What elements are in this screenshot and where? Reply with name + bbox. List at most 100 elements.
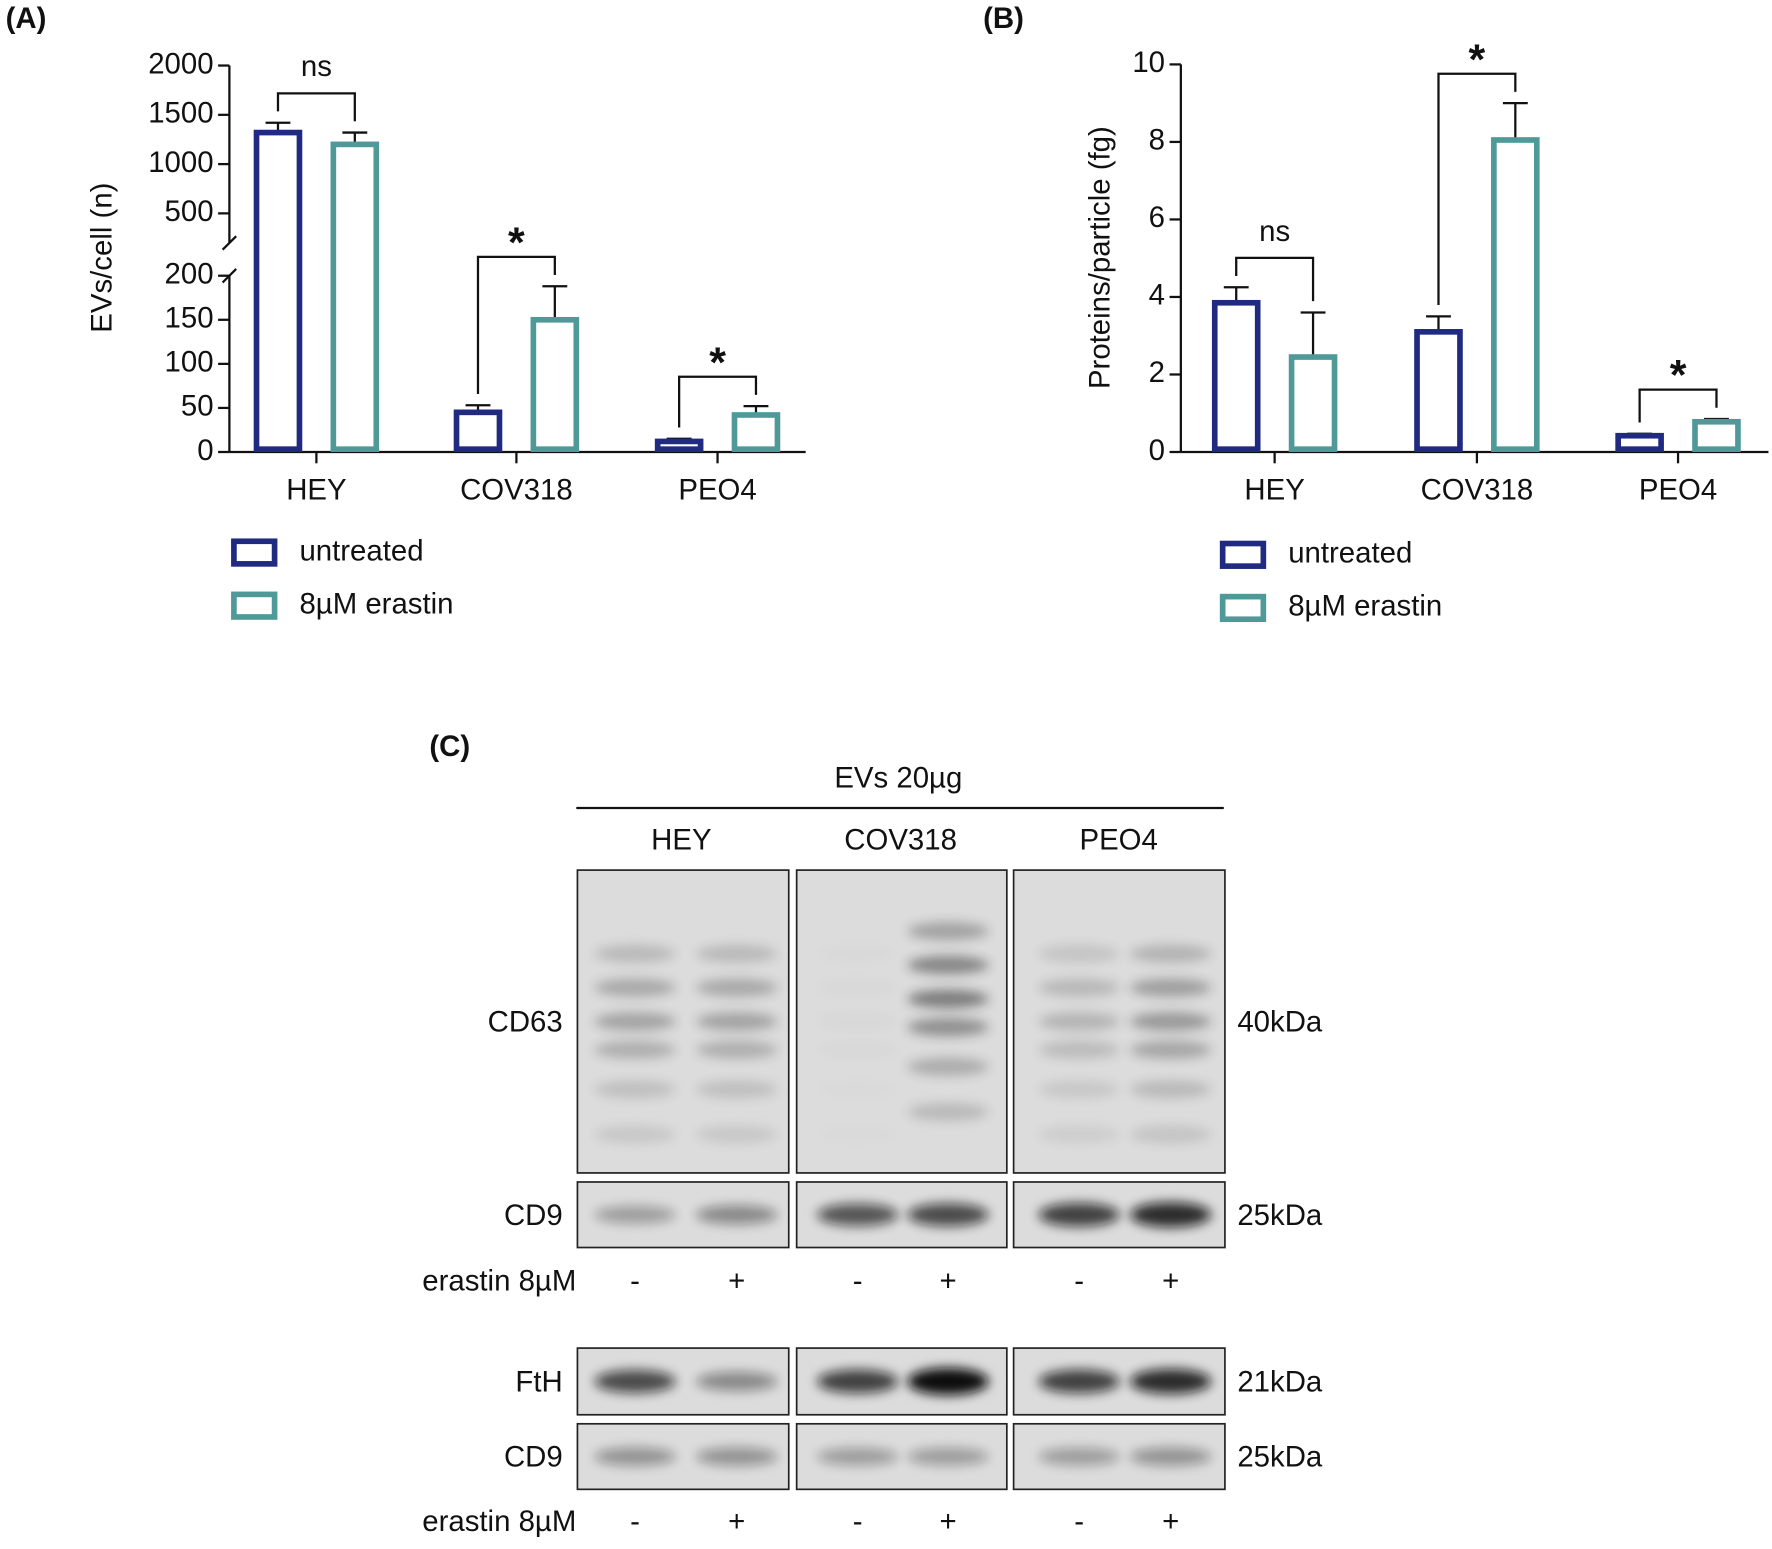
y-tick-label: 4 (1149, 279, 1165, 312)
legend-swatch (1219, 593, 1267, 623)
blot-band (594, 1447, 676, 1466)
bar (1288, 354, 1338, 452)
panel-label: (A) (6, 2, 47, 35)
column-label: COV318 (844, 824, 957, 857)
size-label: 40kDa (1237, 1006, 1323, 1039)
blot-band (817, 945, 898, 963)
blot-band (696, 1125, 778, 1144)
bar (654, 438, 704, 453)
blot-band (1130, 944, 1212, 963)
bar (1491, 137, 1540, 452)
bar (530, 316, 580, 452)
lane-sign: - (853, 1264, 863, 1297)
blot-band (1130, 1125, 1212, 1144)
blot-band (1038, 1447, 1120, 1466)
treatment-label: erastin 8µM (422, 1264, 576, 1297)
bar (453, 409, 503, 452)
legend-swatch (1219, 540, 1267, 569)
blot-band (817, 1041, 898, 1059)
figure-body: (A)EVs/cell (n)0501001502005001000150020… (6, 2, 1769, 1538)
row-label: CD9 (504, 1199, 563, 1232)
bar (731, 412, 781, 452)
y-axis-label: Proteins/particle (fg) (1084, 126, 1117, 389)
blot-band (594, 1125, 676, 1144)
row-label: CD9 (504, 1441, 563, 1474)
blot-band (696, 1012, 778, 1031)
x-tick-label: HEY (1244, 473, 1304, 506)
column-label: HEY (651, 824, 711, 857)
legend-swatch (231, 591, 278, 620)
blot-band (907, 955, 989, 975)
panel-label: (C) (429, 730, 470, 763)
blot-band (1038, 978, 1120, 997)
blot-band (696, 1080, 778, 1099)
y-tick-label: 0 (1149, 434, 1165, 467)
blot-band (594, 1012, 676, 1031)
y-tick-label: 500 (165, 195, 214, 228)
blot-band (696, 978, 778, 997)
blot-band (594, 1080, 676, 1099)
legend-label: untreated (299, 534, 423, 567)
x-tick-label: PEO4 (1639, 473, 1717, 506)
blot-band (817, 1012, 898, 1030)
significance-bracket (1638, 388, 1718, 423)
blot-band (1038, 1080, 1120, 1099)
blot-band (1038, 1369, 1120, 1394)
blot-band (817, 979, 898, 997)
y-tick-label: 50 (181, 390, 214, 423)
bar (330, 141, 380, 453)
significance-bracket (1235, 256, 1315, 302)
blot-band (907, 989, 989, 1008)
blot-band (594, 1205, 676, 1224)
significance-bracket (677, 375, 758, 428)
blot-band (1038, 1040, 1120, 1059)
lane-sign: + (728, 1264, 745, 1297)
blot-band (1038, 1125, 1120, 1144)
lane-sign: - (1074, 1505, 1084, 1538)
blot-band (594, 978, 676, 997)
y-tick-label: 2000 (148, 47, 213, 80)
blot-band (696, 1205, 778, 1225)
lane-sign: + (728, 1505, 745, 1538)
blot-band (594, 944, 676, 963)
bar (1692, 418, 1741, 453)
blot-band (907, 1367, 989, 1395)
column-label: PEO4 (1080, 824, 1158, 857)
blot-band (696, 1447, 778, 1466)
blot-title: EVs 20µg (834, 761, 962, 794)
blot-band (1130, 1012, 1212, 1031)
blot-band (907, 1447, 989, 1466)
lane-sign: - (1074, 1264, 1084, 1297)
bar (1211, 299, 1261, 452)
significance-label: * (1670, 352, 1687, 400)
lane-sign: - (853, 1505, 863, 1538)
lane-sign: + (1162, 1264, 1179, 1297)
blot-band (1130, 1447, 1212, 1466)
significance-bracket (1437, 72, 1517, 306)
blot-band (1130, 1040, 1212, 1059)
blot-band (817, 1080, 898, 1098)
y-tick-label: 10 (1132, 46, 1165, 79)
significance-label: * (709, 339, 726, 387)
size-label: 25kDa (1237, 1199, 1323, 1232)
significance-label: ns (1259, 215, 1290, 248)
blot-band (594, 1369, 676, 1393)
blot-band (1038, 944, 1120, 963)
significance-bracket (276, 92, 356, 122)
legend-swatch (231, 538, 278, 567)
blot-band (816, 1369, 899, 1394)
lane-sign: + (1162, 1505, 1179, 1538)
y-tick-label: 8 (1149, 124, 1165, 157)
size-label: 25kDa (1237, 1441, 1323, 1474)
lane-sign: - (630, 1505, 640, 1538)
blot-band (907, 1203, 989, 1227)
panel-label: (B) (983, 2, 1024, 35)
row-label: FtH (515, 1365, 562, 1398)
significance-label: ns (301, 50, 332, 83)
bar (253, 129, 303, 453)
x-tick-label: HEY (286, 473, 346, 506)
y-tick-label: 1000 (148, 146, 213, 179)
blot-band (696, 1040, 778, 1059)
significance-bracket (476, 255, 556, 394)
